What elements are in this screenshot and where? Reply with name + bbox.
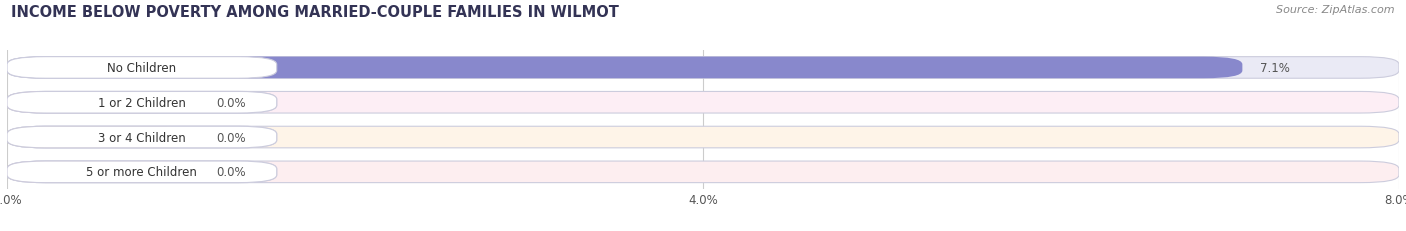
FancyBboxPatch shape <box>7 127 277 148</box>
Text: INCOME BELOW POVERTY AMONG MARRIED-COUPLE FAMILIES IN WILMOT: INCOME BELOW POVERTY AMONG MARRIED-COUPL… <box>11 5 619 20</box>
FancyBboxPatch shape <box>7 92 277 113</box>
FancyBboxPatch shape <box>7 127 277 148</box>
FancyBboxPatch shape <box>7 58 277 79</box>
FancyBboxPatch shape <box>7 58 1243 79</box>
FancyBboxPatch shape <box>7 161 277 183</box>
Text: 0.0%: 0.0% <box>217 166 246 179</box>
Text: 3 or 4 Children: 3 or 4 Children <box>98 131 186 144</box>
FancyBboxPatch shape <box>7 92 277 113</box>
FancyBboxPatch shape <box>7 58 277 79</box>
FancyBboxPatch shape <box>7 127 195 148</box>
FancyBboxPatch shape <box>7 161 195 183</box>
Text: 7.1%: 7.1% <box>1260 62 1289 75</box>
FancyBboxPatch shape <box>7 92 1399 113</box>
FancyBboxPatch shape <box>7 127 1399 148</box>
FancyBboxPatch shape <box>7 161 277 183</box>
FancyBboxPatch shape <box>7 92 195 113</box>
Text: 1 or 2 Children: 1 or 2 Children <box>98 96 186 109</box>
Text: 0.0%: 0.0% <box>217 131 246 144</box>
Text: No Children: No Children <box>107 62 176 75</box>
Text: 5 or more Children: 5 or more Children <box>86 166 197 179</box>
Text: 0.0%: 0.0% <box>217 96 246 109</box>
FancyBboxPatch shape <box>7 161 1399 183</box>
FancyBboxPatch shape <box>7 58 1399 79</box>
Text: Source: ZipAtlas.com: Source: ZipAtlas.com <box>1277 5 1395 15</box>
